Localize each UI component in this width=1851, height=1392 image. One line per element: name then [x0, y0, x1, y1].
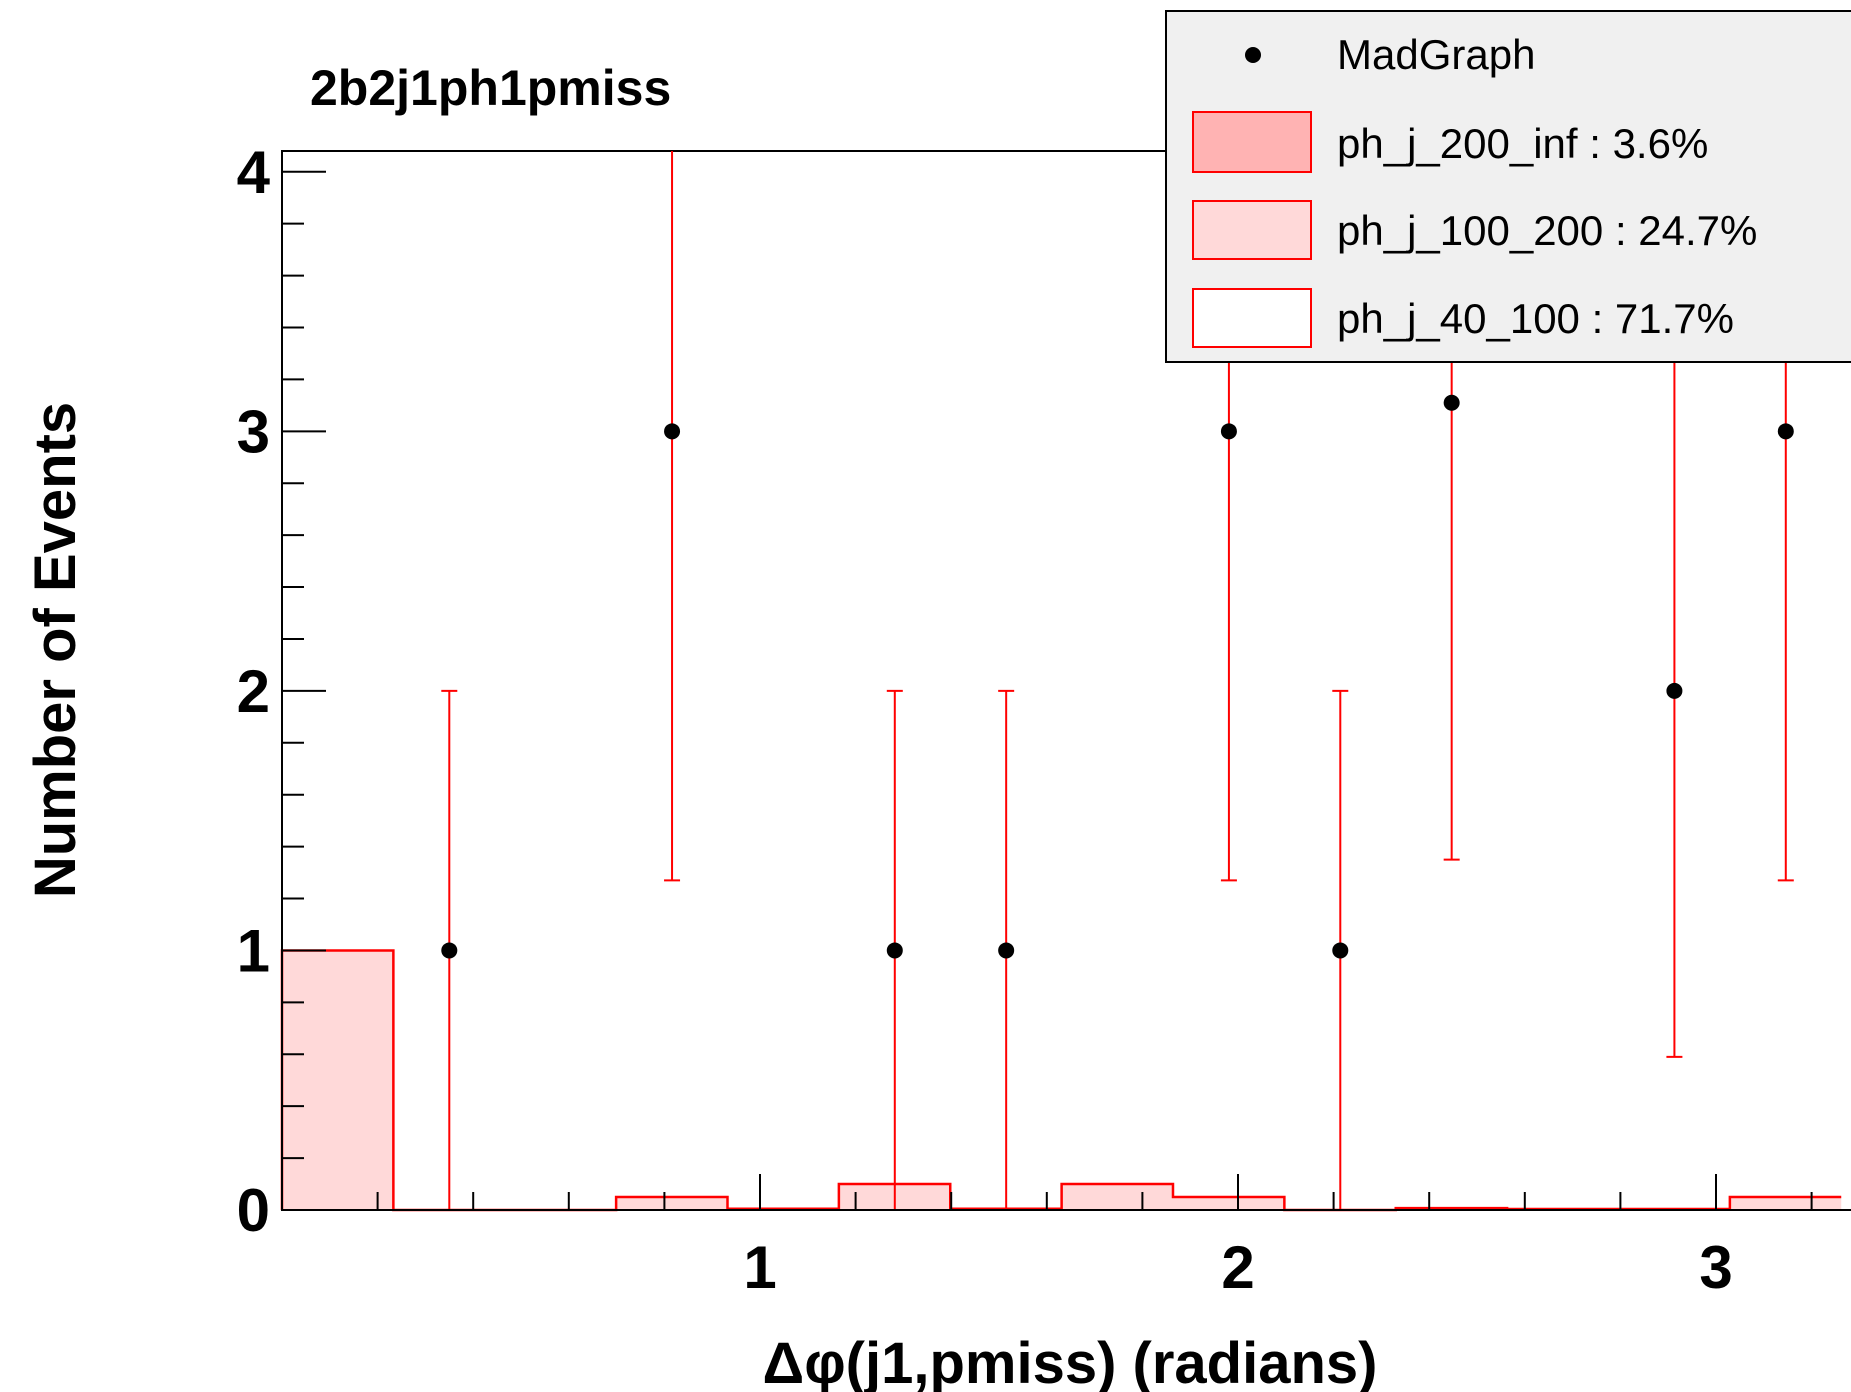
data-point — [1220, 423, 1237, 440]
data-point — [1443, 394, 1460, 411]
y-tick-label: 1 — [237, 917, 270, 984]
legend-swatch-ph-j-200-inf — [1192, 111, 1312, 173]
legend-label-ph-j-100-200: ph_j_100_200 : 24.7% — [1337, 207, 1757, 254]
data-point — [1332, 942, 1349, 959]
x-tick-label: 2 — [1221, 1234, 1254, 1301]
histogram-bin — [1061, 1184, 1173, 1210]
histogram-outline — [280, 949, 1842, 1212]
histogram-bin — [616, 1197, 728, 1210]
data-point — [1777, 423, 1794, 440]
y-axis-title: Number of Events — [23, 402, 88, 898]
legend-label-ph-j-40-100: ph_j_40_100 : 71.7% — [1337, 295, 1734, 342]
y-tick-label: 0 — [237, 1177, 270, 1244]
histogram-bin — [282, 950, 394, 1210]
x-tick-label: 1 — [743, 1234, 776, 1301]
legend-marker-madgraph — [1245, 47, 1261, 63]
histogram-bin — [1172, 1197, 1285, 1210]
histogram-layer — [280, 949, 1842, 1212]
data-point — [664, 423, 681, 440]
legend-swatch-ph-j-40-100 — [1192, 288, 1312, 348]
histogram-bin — [1729, 1197, 1842, 1210]
ticks-layer: 0 1 2 3 4 1 2 3 — [237, 139, 1851, 1301]
data-point — [441, 942, 458, 959]
data-point — [998, 942, 1015, 959]
legend-label-ph-j-200-inf: ph_j_200_inf : 3.6% — [1337, 120, 1708, 167]
y-tick-label: 3 — [237, 398, 270, 465]
y-tick-label: 2 — [237, 658, 270, 725]
legend-swatch-ph-j-100-200 — [1192, 200, 1312, 260]
x-tick-label: 3 — [1699, 1234, 1732, 1301]
chart-title: 2b2j1ph1pmiss — [310, 60, 671, 116]
legend: MadGraph ph_j_200_inf : 3.6% ph_j_100_20… — [1165, 10, 1851, 363]
x-axis-title: Δφ(j1,pmiss) (radians) — [763, 1331, 1378, 1392]
data-point — [886, 942, 903, 959]
data-points-layer — [441, 151, 1794, 1210]
legend-label-madgraph: MadGraph — [1337, 31, 1535, 78]
data-point — [1666, 682, 1683, 699]
y-tick-label: 4 — [237, 139, 271, 206]
